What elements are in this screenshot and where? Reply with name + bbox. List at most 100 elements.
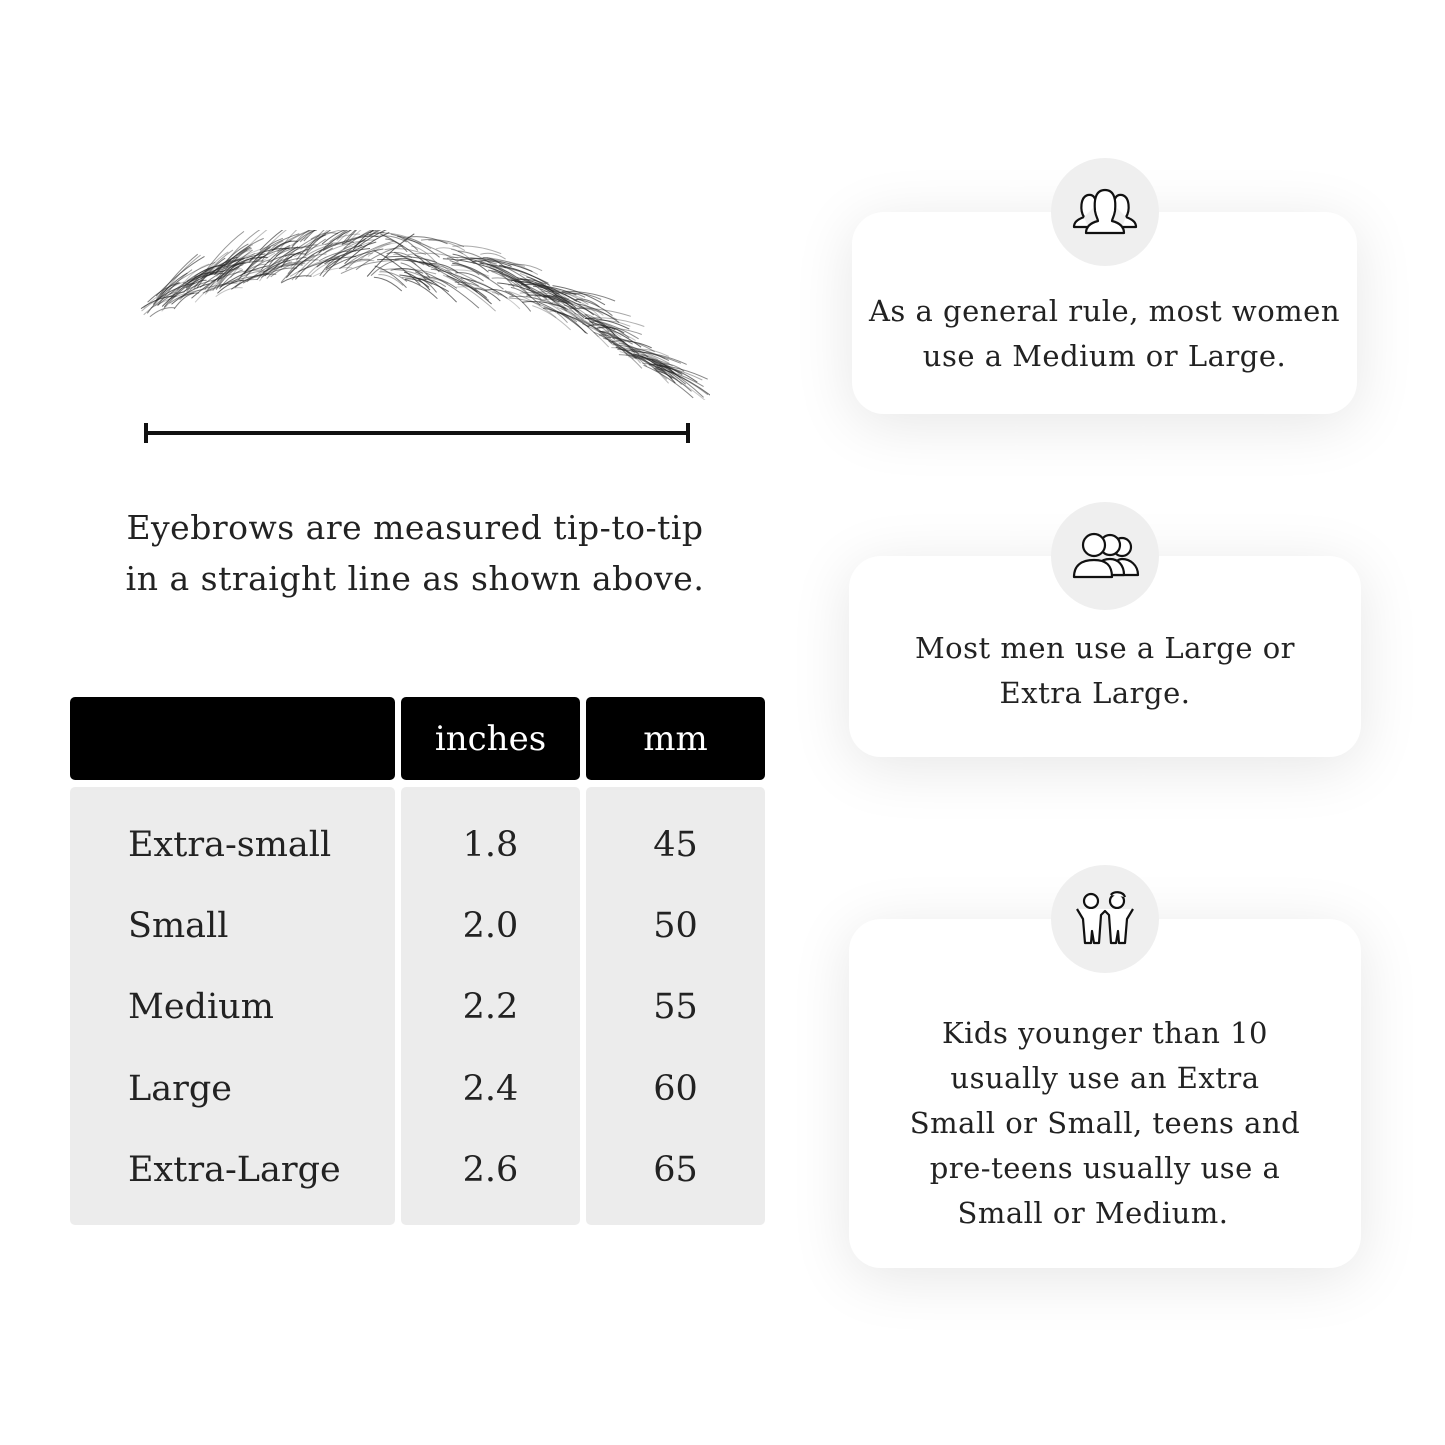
- eyebrow-hair: [540, 288, 585, 319]
- eyebrow-hair: [611, 340, 652, 349]
- eyebrow-hair: [551, 301, 599, 338]
- eyebrow-hair: [407, 236, 448, 245]
- men-card-line-1: Most men use a Large or: [914, 630, 1296, 665]
- eyebrow-hair: [248, 237, 283, 263]
- size-label: Extra-Large: [128, 1150, 341, 1190]
- eyebrow-hair: [319, 256, 340, 277]
- eyebrow-hair: [341, 230, 357, 244]
- eyebrow-hair: [287, 238, 326, 275]
- eyebrow-hair: [299, 230, 317, 243]
- eyebrow-hair: [155, 253, 199, 300]
- eyebrow-hair: [343, 230, 377, 250]
- eyebrow-hair: [204, 256, 254, 290]
- eyebrow-hair: [368, 230, 380, 237]
- kids-card-line-3: Small or Small, teens and: [909, 1106, 1301, 1140]
- eyebrow-hair: [472, 260, 512, 267]
- eyebrow-hair: [628, 356, 683, 374]
- eyebrow-hair: [474, 288, 501, 302]
- eyebrow-hair: [234, 230, 268, 262]
- eyebrow-hair: [424, 258, 453, 275]
- eyebrow-hair: [149, 307, 175, 318]
- eyebrow-illustration: [140, 230, 710, 400]
- eyebrow-hair: [366, 233, 415, 277]
- eyebrow-hair: [249, 233, 300, 261]
- eyebrow-hair: [312, 267, 353, 278]
- eyebrow-hair: [543, 306, 568, 324]
- eyebrow-hair: [385, 238, 408, 253]
- eyebrow-hair: [210, 269, 261, 283]
- eyebrow-hair: [608, 340, 648, 367]
- header-mm: mm: [586, 697, 765, 780]
- eyebrow-hair: [285, 248, 323, 279]
- eyebrow-hair: [169, 292, 200, 304]
- eyebrow-hair: [219, 269, 244, 290]
- eyebrow-hair: [182, 263, 210, 284]
- eyebrow-hair: [152, 272, 188, 305]
- eyebrow-hair: [196, 257, 226, 289]
- eyebrow-hair: [624, 344, 669, 384]
- eyebrow-hair: [183, 279, 207, 293]
- eyebrow-hair: [185, 270, 225, 289]
- inches-value: 2.0: [462, 906, 519, 946]
- women-card-line-1: As a general rule, most women: [868, 294, 1340, 328]
- eyebrow-hair: [507, 263, 543, 272]
- kids-card-line-2: usually use an Extra: [950, 1061, 1260, 1095]
- eyebrow-hair: [157, 291, 185, 306]
- size-column: [70, 787, 395, 1225]
- eyebrow-hair: [612, 344, 670, 361]
- eyebrow-hair: [161, 266, 214, 307]
- eyebrow-hair: [452, 253, 489, 273]
- eyebrow-hair: [618, 354, 671, 368]
- eyebrow-hair: [357, 230, 387, 247]
- eyebrow-hair: [193, 249, 234, 290]
- size-label: Medium: [128, 987, 274, 1027]
- eyebrow-hair: [217, 279, 244, 294]
- eyebrow-hair: [325, 241, 377, 269]
- size-label: Large: [128, 1069, 232, 1109]
- eyebrow-hair: [452, 245, 502, 255]
- eyebrow-hair: [480, 252, 506, 260]
- eyebrow-hair: [526, 281, 563, 298]
- eyebrow-hair: [180, 282, 238, 299]
- eyebrow-hair: [504, 290, 532, 312]
- eyebrow-hair: [146, 282, 180, 314]
- eyebrow-hair: [428, 239, 466, 252]
- eyebrow-hair: [625, 354, 664, 374]
- eyebrow-hair: [242, 273, 277, 284]
- eyebrow-hair: [430, 268, 479, 287]
- eyebrow-hair: [404, 279, 438, 300]
- inches-value: 2.4: [462, 1069, 519, 1109]
- mm-value: 65: [653, 1150, 698, 1190]
- eyebrow-hair: [532, 305, 571, 331]
- eyebrow-hair: [324, 248, 371, 265]
- eyebrow-hair: [652, 364, 708, 380]
- caption-line-1: Eyebrows are measured tip-to-tip: [126, 508, 704, 547]
- eyebrow-hair: [654, 368, 704, 388]
- eyebrow-hair: [522, 301, 567, 309]
- eyebrow-hair: [270, 261, 303, 278]
- inches-value: 2.6: [462, 1150, 519, 1190]
- eyebrow-hair: [491, 291, 521, 310]
- eyebrow-hair: [159, 261, 216, 295]
- eyebrow-hair: [550, 298, 577, 315]
- eyebrow-hair: [619, 351, 678, 381]
- eyebrow-hair: [592, 320, 630, 339]
- eyebrow-hair: [458, 250, 498, 269]
- eyebrow-hair: [455, 272, 484, 282]
- eyebrow-hair: [154, 284, 193, 306]
- eyebrow-hair: [244, 240, 292, 273]
- eyebrow-hair: [214, 243, 249, 274]
- eyebrow-hair: [554, 291, 586, 298]
- eyebrow-hair: [457, 283, 488, 299]
- eyebrow-hair: [576, 298, 613, 316]
- eyebrow-hair: [438, 266, 490, 301]
- eyebrow-hair: [454, 281, 488, 292]
- size-label: Small: [128, 906, 229, 946]
- eyebrow-hair: [321, 230, 332, 237]
- eyebrow-hair: [204, 230, 245, 273]
- eyebrow-hair: [367, 242, 397, 257]
- eyebrow-hair: [575, 298, 600, 308]
- eyebrow-hair: [444, 269, 490, 277]
- eyebrow-hair: [161, 267, 210, 312]
- eyebrow-hair: [298, 256, 357, 273]
